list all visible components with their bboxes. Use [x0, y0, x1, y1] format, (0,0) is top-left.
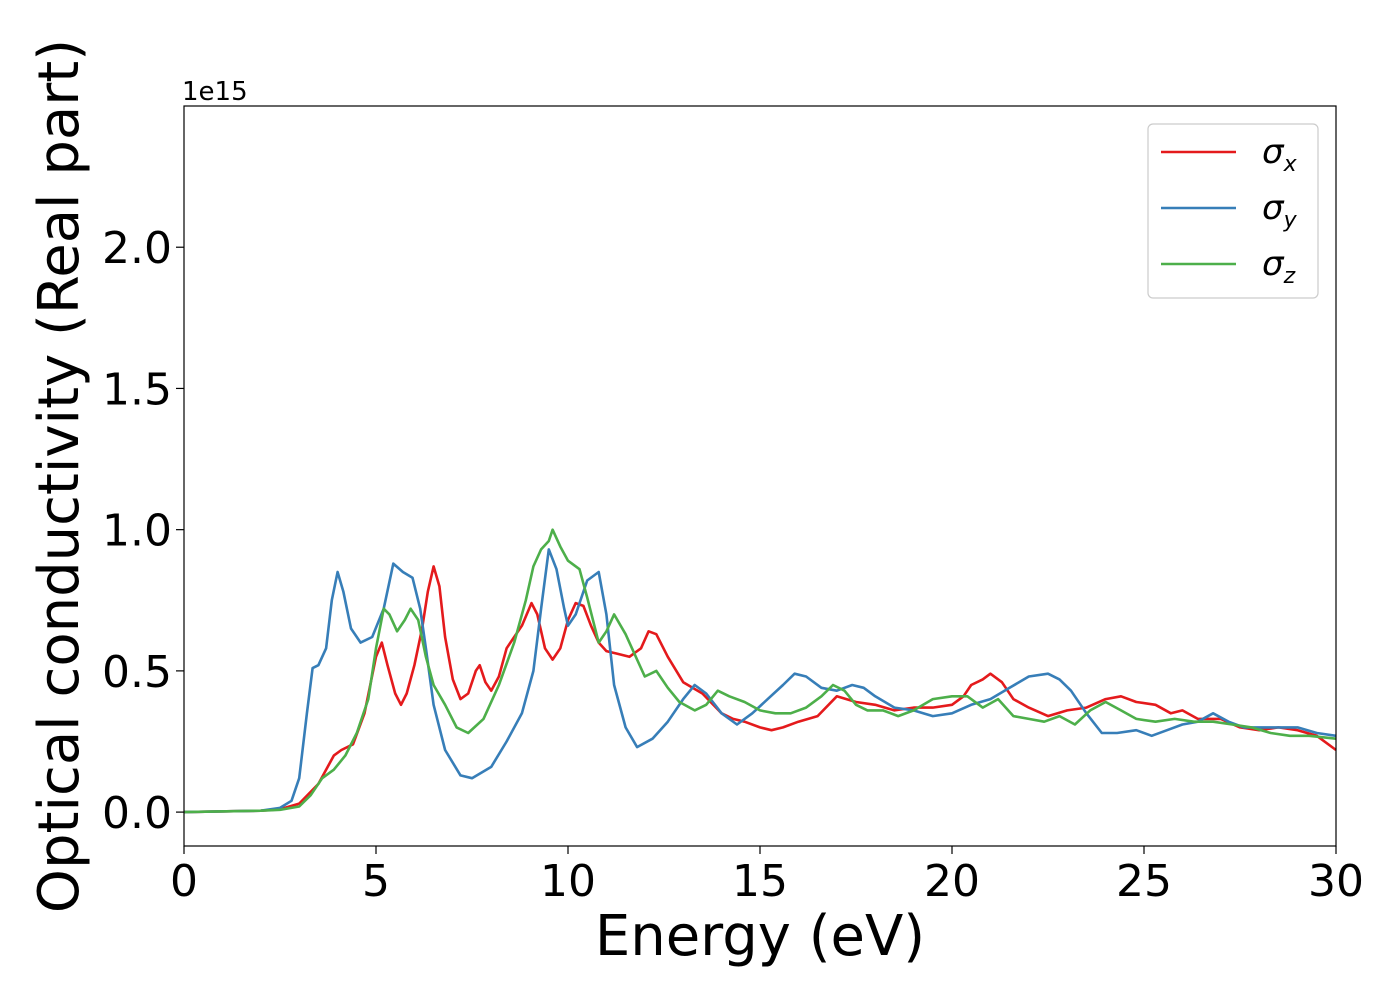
y-tick-label: 1.5 — [102, 364, 172, 415]
x-tick-label: 30 — [1308, 856, 1364, 907]
x-tick-label: 15 — [732, 856, 788, 907]
y-tick-label: 2.0 — [102, 223, 172, 274]
y-axis-ticks: 0.0 0.5 1.0 1.5 2.0 — [102, 223, 184, 839]
y-tick-label: 0.0 — [102, 788, 172, 839]
series-layer — [183, 528, 1337, 814]
y-tick-label: 0.5 — [102, 647, 172, 698]
x-tick-label: 20 — [924, 856, 980, 907]
x-axis-label: Energy (eV) — [595, 904, 925, 969]
x-tick-label: 10 — [540, 856, 596, 907]
legend-frame — [1147, 123, 1319, 299]
y-offset-label: 1e15 — [182, 77, 248, 107]
y-axis-label: Optical conductivity (Real part) — [27, 39, 92, 913]
legend-label-x: σx — [1262, 132, 1298, 177]
x-tick-label: 25 — [1116, 856, 1172, 907]
x-tick-label: 0 — [170, 856, 198, 907]
x-axis-ticks: 0 5 10 15 20 25 30 — [170, 846, 1364, 907]
series-line-z — [183, 528, 1337, 814]
series-line-y — [183, 548, 1337, 814]
y-tick-label: 1.0 — [102, 506, 172, 557]
x-tick-label: 5 — [362, 856, 390, 907]
